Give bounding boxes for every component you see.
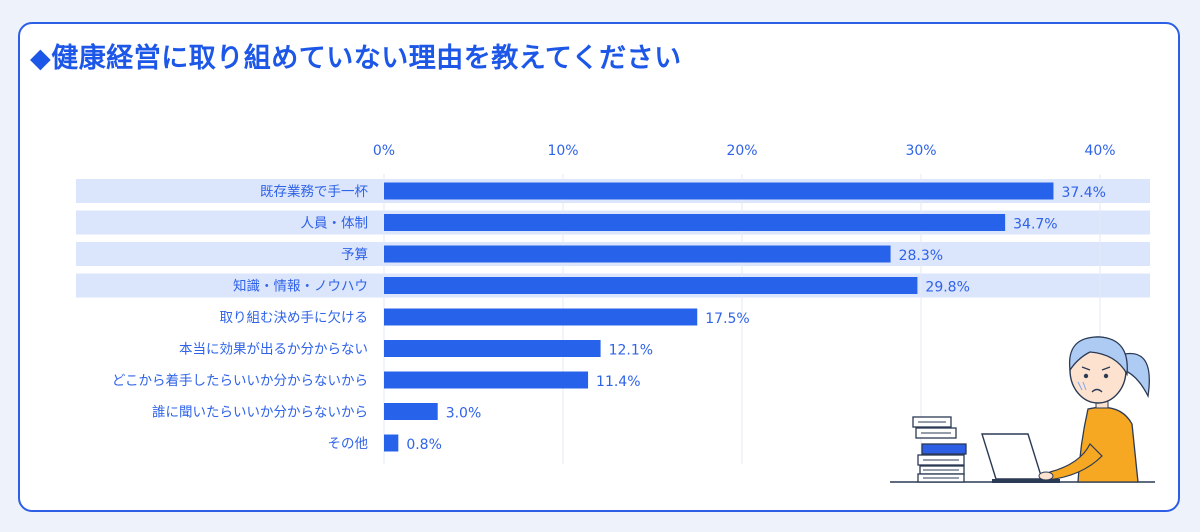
bar — [384, 434, 399, 452]
bar — [384, 182, 1054, 200]
category-label: 人員・体制 — [301, 216, 369, 232]
x-tick-label: 20% — [726, 143, 757, 159]
worried-person-illustration — [890, 336, 1155, 483]
value-label: 17.5% — [705, 311, 749, 327]
chart-card: ◆健康経営に取り組めていない理由を教えてください 0% 10% 20% 30% 40% … — [18, 22, 1180, 512]
category-label: 予算 — [341, 247, 368, 263]
value-label: 0.8% — [406, 437, 442, 453]
bar — [384, 308, 698, 326]
value-label: 3.0% — [446, 406, 482, 422]
category-label: その他 — [328, 436, 369, 452]
category-label: 本当に効果が出るか分からない — [179, 342, 368, 358]
bar — [384, 403, 438, 420]
category-label: 誰に聞いたらいいか分からないから — [152, 405, 368, 421]
value-label: 29.8% — [925, 280, 969, 296]
category-label: 知識・情報・ノウハウ — [233, 278, 368, 295]
value-label: 11.4% — [596, 374, 640, 390]
x-tick-label: 0% — [373, 143, 395, 159]
category-label: 取り組む決め手に欠ける — [220, 310, 369, 326]
bar — [384, 214, 1006, 231]
value-label: 12.1% — [609, 343, 653, 359]
category-label: 既存業務で手一杯 — [260, 184, 368, 200]
chart-title: ◆健康経営に取り組めていない理由を教えてください — [30, 43, 682, 74]
bar — [384, 340, 601, 357]
value-label: 34.7% — [1013, 217, 1057, 233]
value-label: 37.4% — [1061, 185, 1105, 201]
bar — [384, 245, 891, 263]
x-tick-label: 40% — [1084, 143, 1115, 159]
bar — [384, 277, 918, 294]
paper-stack-icon — [912, 416, 967, 483]
bar — [384, 371, 589, 389]
x-tick-label: 10% — [547, 143, 578, 159]
value-label: 28.3% — [899, 248, 943, 264]
category-label: どこから着手したらいいか分からないから — [112, 372, 368, 389]
bar-chart: 0% 10% 20% 30% 40% 既存業務で手一杯人員・体制予算知識・情報・ノウハウ… — [76, 143, 1150, 464]
x-tick-label: 30% — [905, 143, 936, 159]
